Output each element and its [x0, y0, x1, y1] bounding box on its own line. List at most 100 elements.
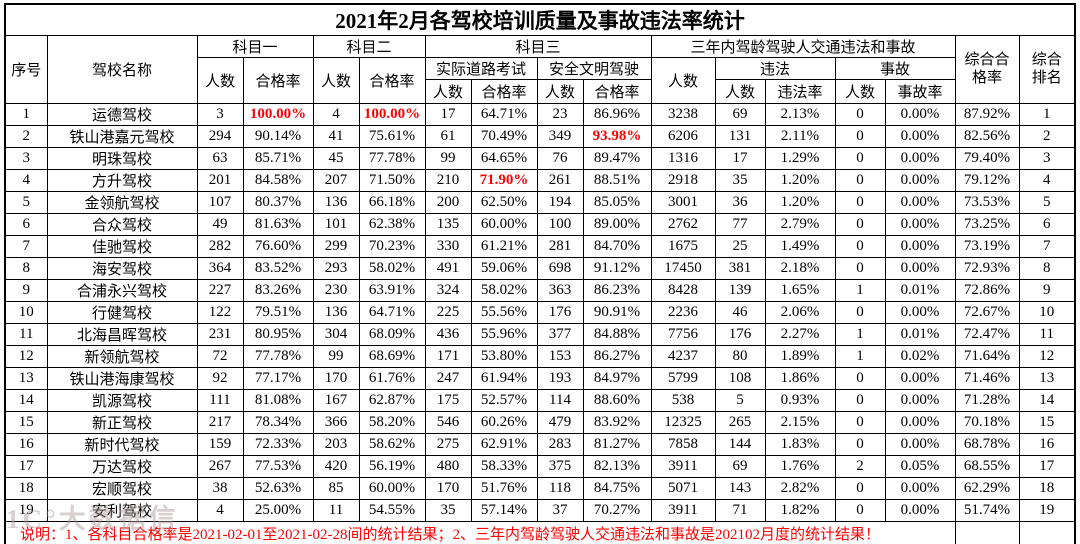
cell-road-test-pass-rate: 55.56%	[470, 301, 538, 324]
cell-safe-driving-pass-rate: 90.91%	[582, 301, 652, 324]
cell-overall-pass-rate: 71.46%	[954, 367, 1020, 390]
cell-subject2-count: 230	[312, 279, 360, 302]
cell-serial-number: 18	[4, 477, 48, 500]
cell-subject1-pass-rate: 79.51%	[242, 301, 314, 324]
cell-violation-rate: 0.93%	[764, 389, 836, 412]
cell-road-test-count: 135	[424, 213, 472, 236]
header-subject2-pass-rate: 合格率	[358, 57, 426, 104]
cell-subject2-pass-rate: 100.00%	[358, 103, 426, 126]
cell-accident-rate: 0.01%	[884, 323, 956, 346]
cell-safe-driving-pass-rate: 89.00%	[582, 213, 652, 236]
cell-serial-number: 15	[4, 411, 48, 434]
cell-road-test-count: 225	[424, 301, 472, 324]
page-title: 2021年2月各驾校培训质量及事故违法率统计	[4, 3, 1076, 36]
table-body: 1 运德驾校 3 100.00% 4 100.00% 17 64.71% 23 86.96% 323…	[4, 103, 1076, 522]
table-row: 1 运德驾校 3 100.00% 4 100.00% 17 64.71% 23 86.96% 323…	[4, 103, 1076, 126]
header-violation-rate: 违法率	[764, 79, 836, 104]
cell-safe-driving-count: 37	[536, 499, 584, 522]
header-safe-driving-count: 人数	[536, 79, 584, 104]
cell-serial-number: 14	[4, 389, 48, 412]
cell-subject2-pass-rate: 68.69%	[358, 345, 426, 368]
cell-violation-count: 69	[714, 103, 766, 126]
cell-serial-number: 4	[4, 169, 48, 192]
header-school-name: 驾校名称	[46, 35, 198, 104]
cell-violation-rate: 1.83%	[764, 433, 836, 456]
cell-accident-count: 0	[834, 257, 886, 280]
cell-road-test-pass-rate: 53.80%	[470, 345, 538, 368]
cell-overall-pass-rate: 62.29%	[954, 477, 1020, 500]
cell-road-test-count: 330	[424, 235, 472, 258]
cell-safe-driving-count: 363	[536, 279, 584, 302]
cell-accident-rate: 0.00%	[884, 477, 956, 500]
cell-accident-count: 0	[834, 389, 886, 412]
cell-overall-pass-rate: 79.40%	[954, 147, 1020, 170]
cell-violation-count: 265	[714, 411, 766, 434]
cell-road-test-count: 491	[424, 257, 472, 280]
cell-serial-number: 1	[4, 103, 48, 126]
cell-safe-driving-count: 153	[536, 345, 584, 368]
cell-subject2-pass-rate: 77.78%	[358, 147, 426, 170]
cell-subject2-count: 293	[312, 257, 360, 280]
cell-road-test-pass-rate: 62.50%	[470, 191, 538, 214]
cell-violation-count: 46	[714, 301, 766, 324]
header-three-year-violations-accidents: 三年内驾龄驾驶人交通违法和事故	[650, 35, 956, 58]
header-violation-count: 人数	[714, 79, 766, 104]
cell-subject1-count: 92	[196, 367, 244, 390]
cell-violation-rate: 1.86%	[764, 367, 836, 390]
cell-serial-number: 10	[4, 301, 48, 324]
cell-school-name: 方升驾校	[46, 169, 198, 192]
cell-subject1-count: 111	[196, 389, 244, 412]
cell-overall-rank: 17	[1018, 455, 1076, 478]
cell-accident-count: 0	[834, 411, 886, 434]
cell-road-test-pass-rate: 55.96%	[470, 323, 538, 346]
cell-violation-rate: 2.82%	[764, 477, 836, 500]
cell-violation-count: 381	[714, 257, 766, 280]
header-subject2: 科目二	[312, 35, 426, 58]
cell-subject2-pass-rate: 70.23%	[358, 235, 426, 258]
cell-accident-count: 0	[834, 499, 886, 522]
cell-school-name: 铁山港嘉元驾校	[46, 125, 198, 148]
cell-accident-count: 0	[834, 235, 886, 258]
cell-safe-driving-count: 114	[536, 389, 584, 412]
cell-subject2-pass-rate: 71.50%	[358, 169, 426, 192]
cell-overall-rank: 2	[1018, 125, 1076, 148]
cell-accident-count: 2	[834, 455, 886, 478]
cell-overall-rank: 14	[1018, 389, 1076, 412]
cell-violation-rate: 1.89%	[764, 345, 836, 368]
cell-road-test-pass-rate: 70.49%	[470, 125, 538, 148]
cell-overall-rank: 5	[1018, 191, 1076, 214]
cell-overall-pass-rate: 79.12%	[954, 169, 1020, 192]
cell-subject1-pass-rate: 100.00%	[242, 103, 314, 126]
cell-accident-rate: 0.00%	[884, 103, 956, 126]
cell-subject1-count: 267	[196, 455, 244, 478]
cell-overall-rank: 11	[1018, 323, 1076, 346]
cell-overall-rank: 7	[1018, 235, 1076, 258]
cell-safe-driving-count: 377	[536, 323, 584, 346]
cell-road-test-count: 17	[424, 103, 472, 126]
cell-subject2-pass-rate: 56.19%	[358, 455, 426, 478]
table-row: 16 新时代驾校 159 72.33% 203 58.62% 275 62.91% 283 81.…	[4, 433, 1076, 456]
cell-safe-driving-pass-rate: 86.23%	[582, 279, 652, 302]
cell-violation-count: 35	[714, 169, 766, 192]
cell-three-year-driver-count: 2918	[650, 169, 716, 192]
cell-overall-pass-rate: 51.74%	[954, 499, 1020, 522]
cell-safe-driving-count: 176	[536, 301, 584, 324]
cell-road-test-count: 546	[424, 411, 472, 434]
cell-overall-pass-rate: 68.78%	[954, 433, 1020, 456]
cell-safe-driving-pass-rate: 86.27%	[582, 345, 652, 368]
header-subject1: 科目一	[196, 35, 314, 58]
cell-subject1-count: 4	[196, 499, 244, 522]
cell-subject2-count: 366	[312, 411, 360, 434]
table-row: 15 新正驾校 217 78.34% 366 58.20% 546 60.26% 479 83.9…	[4, 411, 1076, 434]
cell-violation-count: 80	[714, 345, 766, 368]
table-row: 6 合众驾校 49 81.63% 101 62.38% 135 60.00% 100 89.00%…	[4, 213, 1076, 236]
cell-school-name: 安利驾校	[46, 499, 198, 522]
cell-overall-rank: 15	[1018, 411, 1076, 434]
cell-subject1-pass-rate: 81.08%	[242, 389, 314, 412]
cell-violation-rate: 1.20%	[764, 191, 836, 214]
cell-subject2-count: 207	[312, 169, 360, 192]
table-row: 17 万达驾校 267 77.53% 420 56.19% 480 58.33% 375 82.1…	[4, 455, 1076, 478]
cell-road-test-count: 99	[424, 147, 472, 170]
cell-road-test-pass-rate: 60.26%	[470, 411, 538, 434]
cell-road-test-count: 324	[424, 279, 472, 302]
